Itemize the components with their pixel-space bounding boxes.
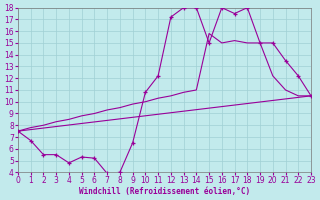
X-axis label: Windchill (Refroidissement éolien,°C): Windchill (Refroidissement éolien,°C) bbox=[79, 187, 250, 196]
